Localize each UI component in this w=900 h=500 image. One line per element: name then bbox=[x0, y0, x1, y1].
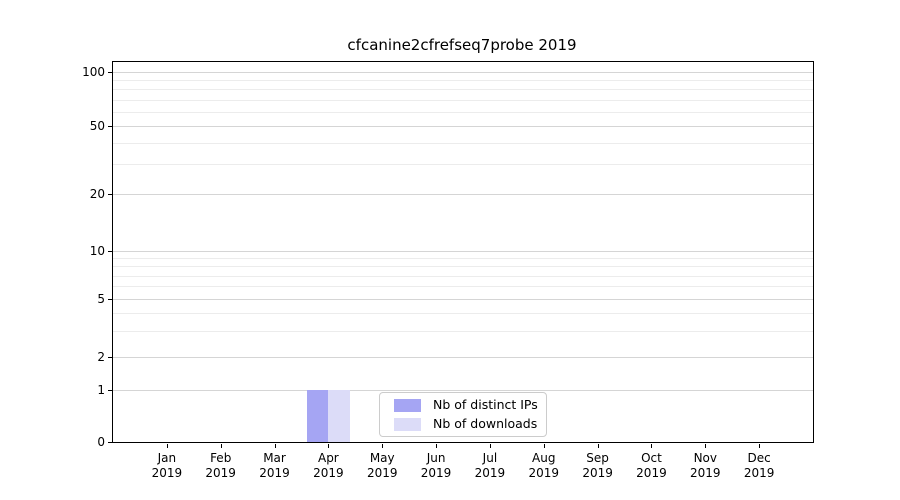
y-major-gridline bbox=[113, 390, 813, 391]
y-tick-label: 0 bbox=[97, 435, 105, 449]
y-major-gridline bbox=[113, 299, 813, 300]
y-major-gridline bbox=[113, 251, 813, 252]
y-tick-label: 100 bbox=[82, 65, 105, 79]
y-tick-label: 1 bbox=[97, 383, 105, 397]
y-minor-gridline bbox=[113, 313, 813, 315]
legend-swatch-downloads bbox=[394, 417, 421, 431]
x-tick-year: 2019 bbox=[636, 466, 667, 480]
x-tick-label: Jun 2019 bbox=[408, 451, 464, 481]
x-tick-year: 2019 bbox=[151, 466, 183, 480]
x-tick-month: Apr bbox=[317, 451, 339, 465]
y-tick-label: 2 bbox=[97, 350, 105, 364]
legend-label-downloads: Nb of downloads bbox=[433, 416, 538, 431]
x-tick-month: Jun bbox=[426, 451, 446, 465]
legend-label-distinct-ips: Nb of distinct IPs bbox=[433, 397, 538, 412]
legend-entry-distinct-ips: Nb of distinct IPs bbox=[388, 397, 538, 413]
y-tick-mark bbox=[108, 126, 112, 127]
y-minor-gridline bbox=[113, 286, 813, 288]
x-tick-month: Nov bbox=[693, 451, 717, 465]
x-tick-mark bbox=[543, 444, 545, 448]
y-major-gridline bbox=[113, 126, 813, 127]
x-tick-month: Jul bbox=[482, 451, 498, 465]
x-tick-label: Jan 2019 bbox=[139, 451, 195, 481]
y-minor-gridline bbox=[113, 331, 813, 333]
bar-nb-of-distinct-ips bbox=[306, 390, 329, 442]
y-minor-gridline bbox=[113, 111, 813, 113]
x-tick-label: Sep 2019 bbox=[570, 451, 626, 481]
x-tick-mark bbox=[166, 444, 168, 448]
x-tick-label: Dec 2019 bbox=[731, 451, 787, 481]
x-tick-month: May bbox=[369, 451, 395, 465]
x-tick-mark bbox=[651, 444, 653, 448]
x-tick-label: Apr 2019 bbox=[300, 451, 356, 481]
y-minor-gridline bbox=[113, 163, 813, 165]
x-tick-year: 2019 bbox=[743, 466, 775, 480]
y-minor-gridline bbox=[113, 80, 813, 82]
x-tick-month: Jan bbox=[157, 451, 177, 465]
legend-swatch-distinct-ips bbox=[394, 398, 421, 412]
x-tick-year: 2019 bbox=[474, 466, 506, 480]
x-tick-mark bbox=[436, 444, 438, 448]
x-tick-label: May 2019 bbox=[354, 451, 410, 481]
x-tick-mark bbox=[489, 444, 491, 448]
chart-title: cfcanine2cfrefseq7probe 2019 bbox=[347, 36, 577, 54]
bar-nb-of-downloads bbox=[328, 390, 350, 442]
plot-area: 0 1 2 5 10 20 50 100 Jan 2019 Feb 2019 Mar 2019 Apr 201… bbox=[82, 61, 814, 480]
x-tick-month: Dec bbox=[747, 451, 771, 465]
x-tick-year: 2019 bbox=[259, 466, 290, 480]
y-minor-gridline bbox=[113, 99, 813, 101]
y-tick-label: 20 bbox=[89, 187, 105, 201]
x-tick-month: Feb bbox=[210, 451, 232, 465]
x-tick-year: 2019 bbox=[313, 466, 344, 480]
y-major-gridline bbox=[113, 72, 813, 73]
x-tick-month: Mar bbox=[263, 451, 286, 465]
x-tick-label: Oct 2019 bbox=[623, 451, 679, 481]
x-tick-year: 2019 bbox=[420, 466, 452, 480]
x-tick-month: Aug bbox=[532, 451, 556, 465]
y-tick-mark bbox=[108, 72, 112, 73]
x-tick-label: Nov 2019 bbox=[677, 451, 733, 481]
y-tick-label: 5 bbox=[97, 292, 105, 306]
x-tick-label: Jul 2019 bbox=[462, 451, 518, 481]
y-tick-mark bbox=[108, 194, 112, 195]
y-tick-mark bbox=[108, 299, 112, 300]
y-major-gridline bbox=[113, 357, 813, 358]
y-tick-mark bbox=[108, 442, 112, 443]
legend-entry-downloads: Nb of downloads bbox=[388, 416, 538, 432]
x-tick-year: 2019 bbox=[528, 466, 560, 480]
y-minor-gridline bbox=[113, 142, 813, 144]
y-minor-gridline bbox=[113, 266, 813, 268]
x-tick-label: Aug 2019 bbox=[516, 451, 572, 481]
x-tick-year: 2019 bbox=[205, 466, 236, 480]
y-minor-gridline bbox=[113, 89, 813, 91]
x-tick-label: Feb 2019 bbox=[193, 451, 249, 481]
y-tick-label: 10 bbox=[89, 244, 105, 258]
x-tick-year: 2019 bbox=[690, 466, 721, 480]
x-tick-mark bbox=[597, 444, 599, 448]
y-tick-mark bbox=[108, 390, 112, 391]
x-tick-mark bbox=[705, 444, 707, 448]
x-tick-mark bbox=[328, 444, 330, 448]
x-tick-month: Sep bbox=[586, 451, 609, 465]
y-tick-mark bbox=[108, 251, 112, 252]
y-minor-gridline bbox=[113, 275, 813, 277]
x-tick-mark bbox=[382, 444, 384, 448]
y-tick-mark bbox=[108, 357, 112, 358]
x-tick-mark bbox=[759, 444, 761, 448]
x-tick-label: Mar 2019 bbox=[247, 451, 303, 481]
y-minor-gridline bbox=[113, 258, 813, 260]
y-tick-label: 50 bbox=[89, 119, 105, 133]
x-tick-mark bbox=[220, 444, 222, 448]
y-major-gridline bbox=[113, 194, 813, 195]
legend: Nb of distinct IPs Nb of downloads bbox=[379, 392, 547, 437]
x-tick-year: 2019 bbox=[582, 466, 613, 480]
x-tick-mark bbox=[274, 444, 276, 448]
x-tick-year: 2019 bbox=[366, 466, 398, 480]
x-tick-month: Oct bbox=[641, 451, 662, 465]
